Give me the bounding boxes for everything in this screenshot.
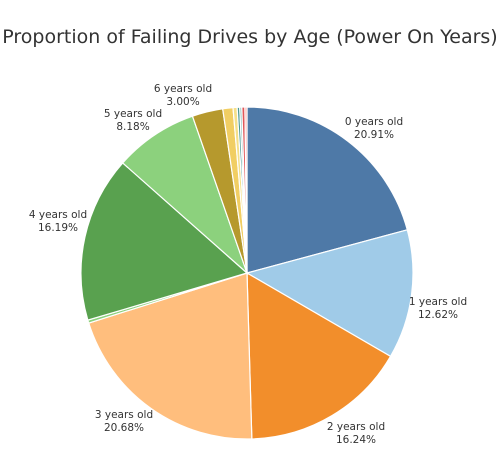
slice-percent-0: 20.91% [354,129,394,141]
slice-percent-1: 12.62% [418,309,458,321]
pie-slice-1 [245,229,414,358]
slice-label-0: 0 years old [345,116,403,128]
slice-percent-5: 16.19% [38,222,78,234]
chart-title: Proportion of Failing Drives by Age (Pow… [2,26,498,48]
slice-percent-7: 3.00% [166,96,199,108]
pie-slice-3 [87,272,253,440]
slice-percent-3: 20.68% [104,422,144,434]
slice-label-6: 5 years old [104,108,162,120]
slice-label-1: 1 years old [409,296,467,308]
slice-label-3: 3 years old [95,409,153,421]
slice-percent-6: 8.18% [116,121,149,133]
slice-label-5: 4 years old [29,209,87,221]
pie-slice-2 [246,271,392,440]
pie-slice-0 [246,106,409,274]
pie-slice-13 [244,106,248,274]
slice-label-2: 2 years old [327,421,385,433]
slice-label-7: 6 years old [154,83,212,95]
pie-slice-5 [80,162,249,321]
slice-percent-2: 16.24% [336,434,376,446]
